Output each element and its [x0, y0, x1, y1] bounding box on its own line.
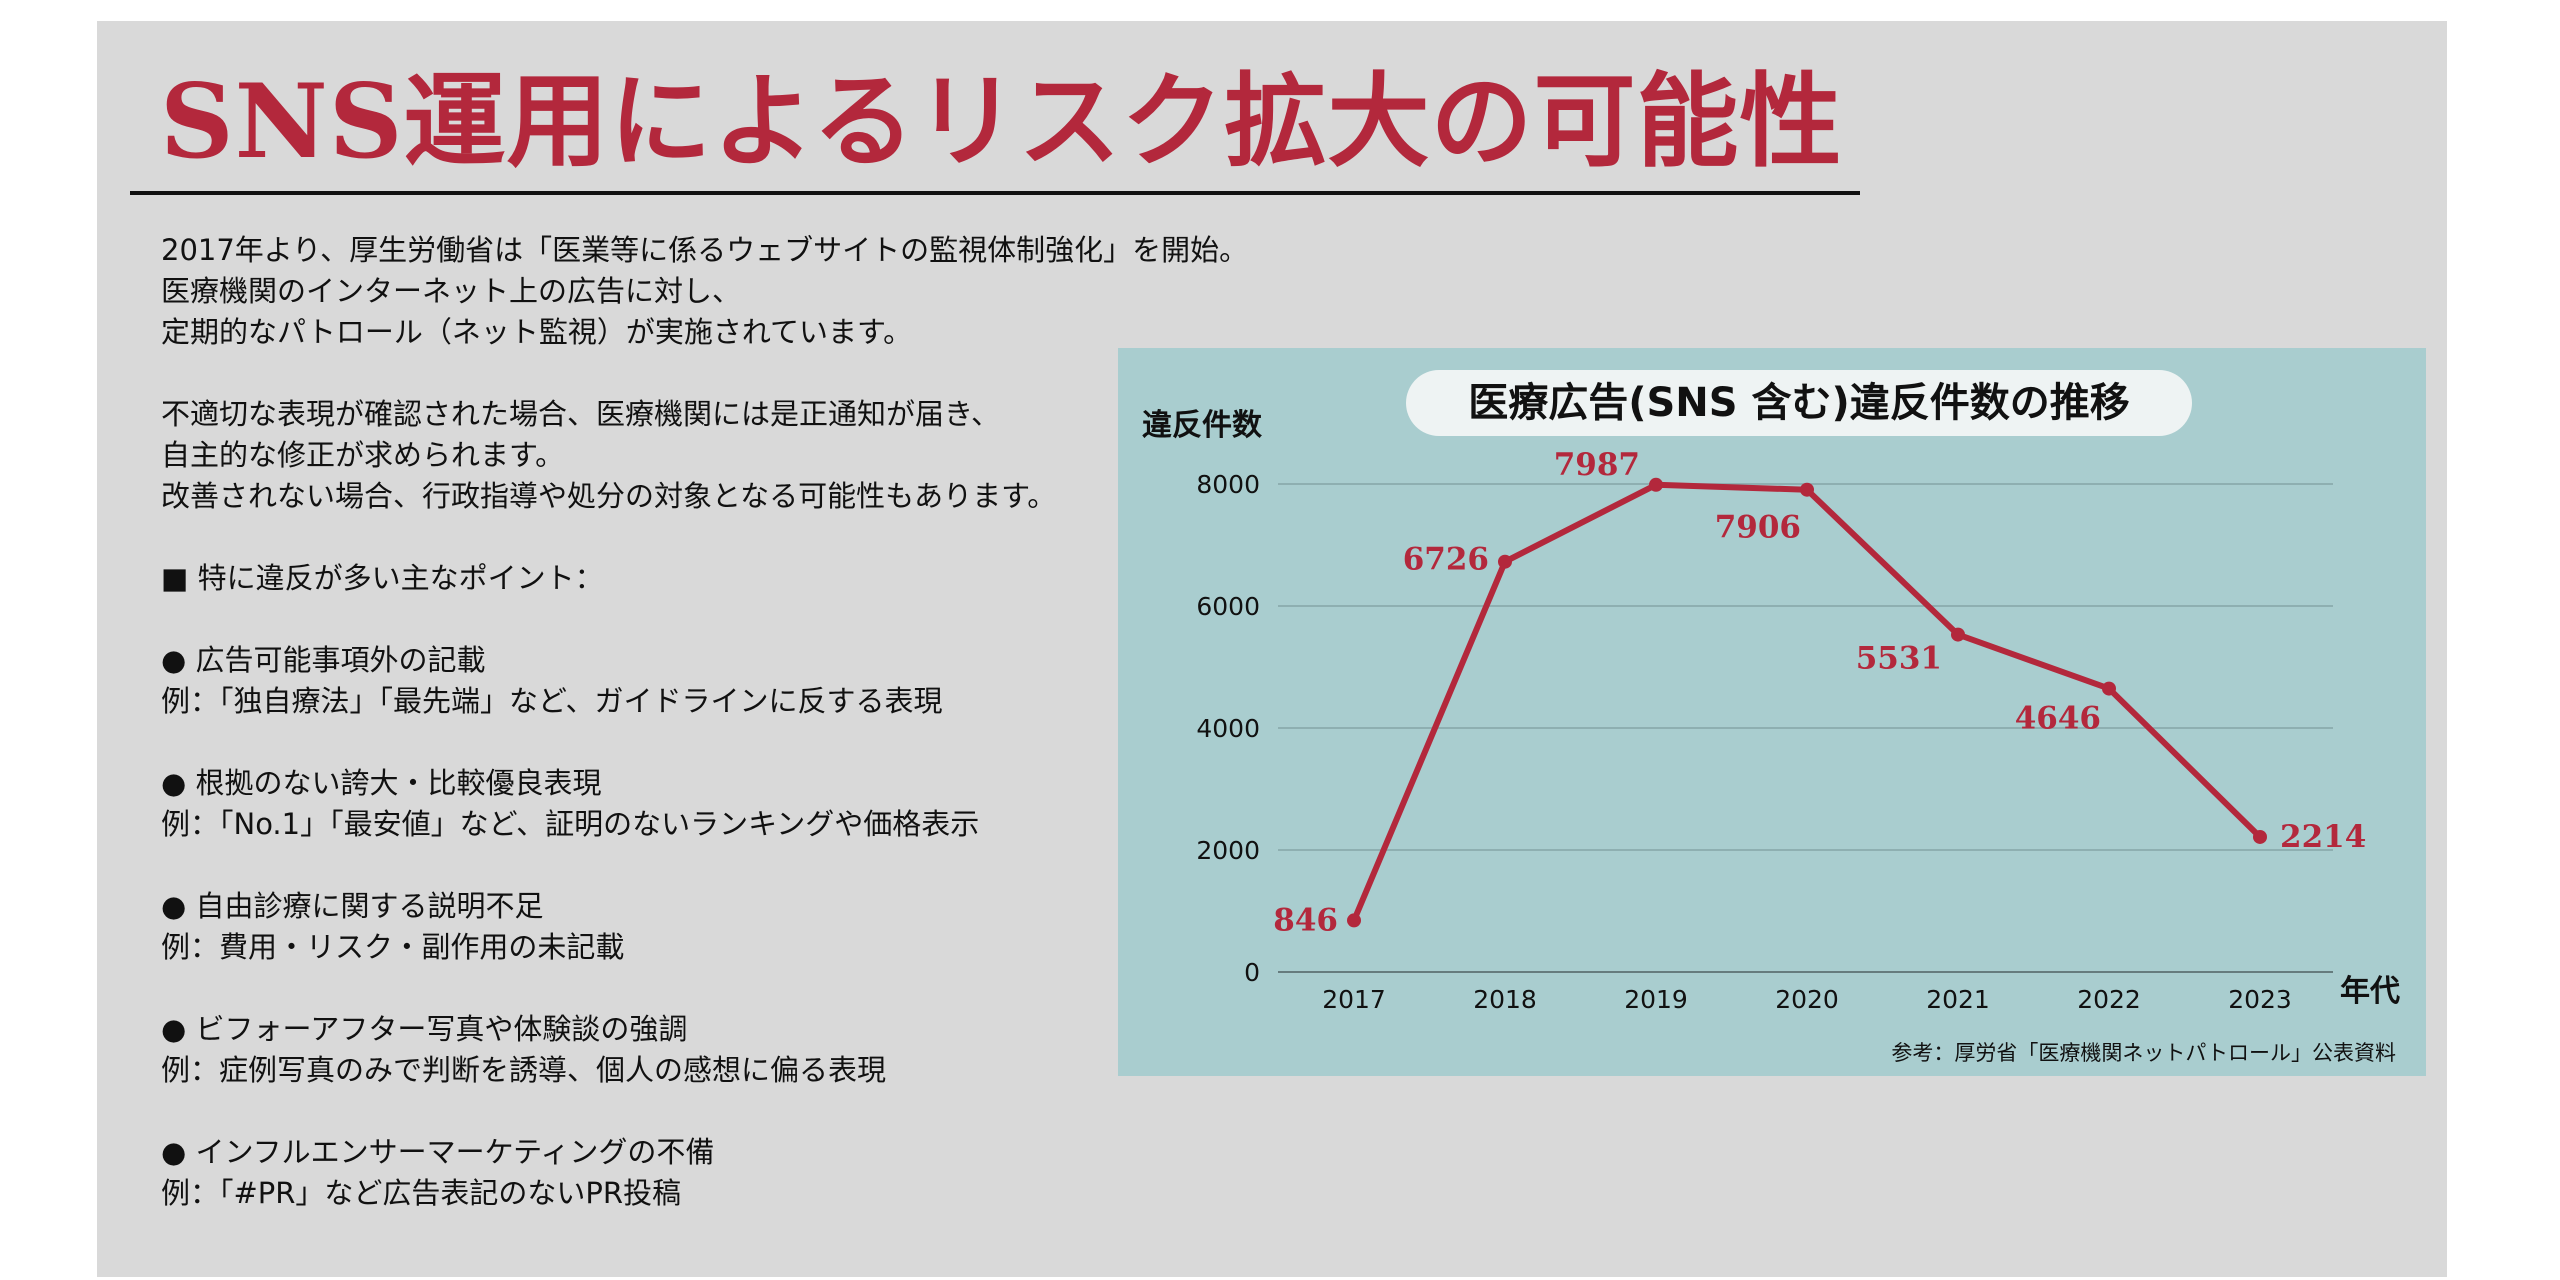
body-line: 定期的なパトロール（ネット監視）が実施されています。 [161, 315, 913, 349]
y-tick-label: 8000 [1196, 470, 1260, 499]
chart-panel: 医療広告(SNS 含む)違反件数の推移 違反件数 年代 0 2000 4000 600… [1118, 348, 2426, 1076]
title-underline [130, 191, 1860, 195]
line-chart: 0 2000 4000 6000 8000 2017 2018 2019 2020 2021 202… [1196, 447, 2366, 1014]
body-line: 例：症例写真のみで判断を誘導、個人の感想に偏る表現 [161, 1053, 887, 1087]
data-label: 6726 [1403, 542, 1489, 578]
x-tick-label: 2023 [2228, 985, 2292, 1014]
data-label: 7906 [1715, 510, 1801, 546]
body-line: ● 根拠のない誇大・比較優良表現 [161, 766, 602, 800]
chart-title-pill [1406, 370, 2192, 436]
chart-y-axis-label: 違反件数 [1142, 408, 1262, 443]
chart-x-axis-label: 年代 [2340, 974, 2400, 1009]
body-line: 改善されない場合、行政指導や処分の対象となる可能性もあります。 [161, 479, 1057, 513]
y-tick-label: 0 [1244, 958, 1260, 987]
body-line: ● 広告可能事項外の記載 [161, 643, 486, 677]
body-line: 不適切な表現が確認された場合、医療機関には是正通知が届き、 [161, 397, 1000, 431]
data-label: 4646 [2015, 701, 2101, 737]
body-line: 例：「No.1」「最安値」など、証明のないランキングや価格表示 [161, 807, 980, 841]
body-line: 例：「#PR」など広告表記のないPR投稿 [161, 1176, 682, 1210]
body-line: ● ビフォーアフター写真や体験談の強調 [161, 1012, 688, 1046]
y-tick-label: 2000 [1196, 836, 1260, 865]
data-point [1347, 913, 1361, 928]
data-point [1800, 482, 1814, 497]
x-tick-label: 2018 [1473, 985, 1537, 1014]
blank-line [161, 517, 1091, 558]
series-line [1351, 481, 2263, 924]
body-line: 2017年より、厚生労働省は「医業等に係るウェブサイトの監視体制強化」を開始。 [161, 233, 1249, 267]
data-label: 2214 [2280, 819, 2366, 855]
blank-line [161, 845, 1091, 886]
data-point [1498, 554, 1512, 569]
data-point [1951, 627, 1965, 642]
body-line: 自主的な修正が求められます。 [161, 438, 565, 472]
x-tick-label: 2020 [1775, 985, 1839, 1014]
x-tick-label: 2017 [1322, 985, 1386, 1014]
blank-line [161, 353, 1091, 394]
chart-title: 医療広告(SNS 含む)違反件数の推移 [1468, 380, 2130, 426]
body-line: 例：費用・リスク・副作用の未記載 [161, 930, 625, 964]
data-point [2253, 829, 2267, 844]
blank-line [161, 968, 1091, 1009]
body-line: ■ 特に違反が多い主なポイント： [161, 561, 604, 595]
x-tick-label: 2021 [1926, 985, 1990, 1014]
body-line: ● 自由診療に関する説明不足 [161, 889, 544, 923]
data-label: 5531 [1856, 641, 1942, 677]
data-label: 846 [1273, 902, 1338, 938]
data-label: 7987 [1554, 447, 1640, 483]
body-line: ● インフルエンサーマーケティングの不備 [161, 1135, 715, 1169]
x-tick-label: 2019 [1624, 985, 1688, 1014]
y-tick-label: 6000 [1196, 592, 1260, 621]
x-tick-label: 2022 [2077, 985, 2141, 1014]
y-tick-label: 4000 [1196, 714, 1260, 743]
blank-line [161, 1091, 1091, 1132]
blank-line [161, 722, 1091, 763]
body-text: 2017年より、厚生労働省は「医業等に係るウェブサイトの監視体制強化」を開始。医… [161, 230, 1249, 1214]
body-line: 例：「独自療法」「最先端」など、ガイドラインに反する表現 [161, 684, 943, 718]
data-point [2102, 681, 2116, 696]
body-line: 医療機関のインターネット上の広告に対し、 [161, 274, 742, 308]
chart-source-note: 参考：厚労省「医療機関ネットパトロール」公表資料 [1891, 1041, 2396, 1065]
page-title: SNS運用によるリスク拡大の可能性 [160, 62, 1843, 182]
data-point [1649, 477, 1663, 492]
blank-line [161, 599, 1091, 640]
